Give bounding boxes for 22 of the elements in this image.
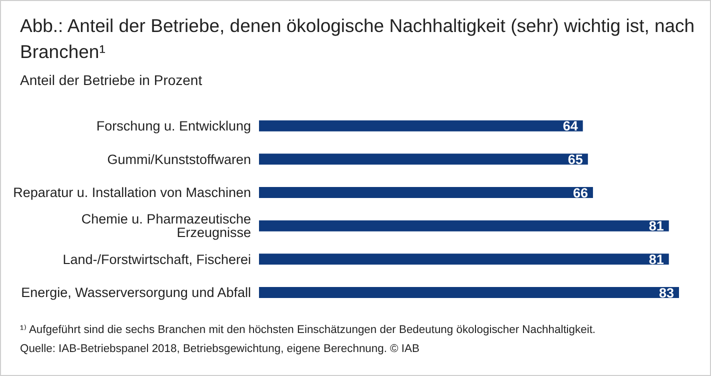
data-label: 64 [562,118,578,134]
y-tick-label: Gummi/Kunststoffwaren [107,152,251,167]
y-tick-label: Reparatur u. Installation von Maschinen [13,185,251,200]
source-note: Quelle: IAB-Betriebspanel 2018, Betriebsgewichtung, eigene Berechnung. © IAB [20,343,420,355]
data-label: 83 [658,285,674,300]
y-tick-label: Land-/Forstwirtschaft, Fischerei [62,252,251,267]
chart-title: Abb.: Anteil der Betriebe, denen ökologische Nachhaltigkeit (sehr) wichtig ist, nach Branchen¹ [20,14,696,64]
y-tick-label: Forschung u. Entwicklung [96,118,251,134]
y-tick-label: Energie, Wasserversorgung und Abfall [21,285,251,300]
bar [259,287,679,298]
y-tick-label: Chemie u. Pharmazeutische Erzeugnisse [81,212,251,240]
data-label: 65 [568,152,584,167]
bar [259,154,588,165]
bar [259,220,669,232]
bar [259,120,583,132]
data-label: 66 [572,185,588,200]
data-label: 81 [648,252,664,267]
data-label: 81 [648,218,664,234]
text: Anteil der Betriebe in Prozent [20,72,202,88]
text: ¹⁾ Aufgeführt sind die sechs Branchen mit den höchsten Einschätzungen der Bedeutung ökologischer Nachhaltigkeit. [20,323,596,336]
bar [259,187,593,198]
bar [259,254,669,265]
